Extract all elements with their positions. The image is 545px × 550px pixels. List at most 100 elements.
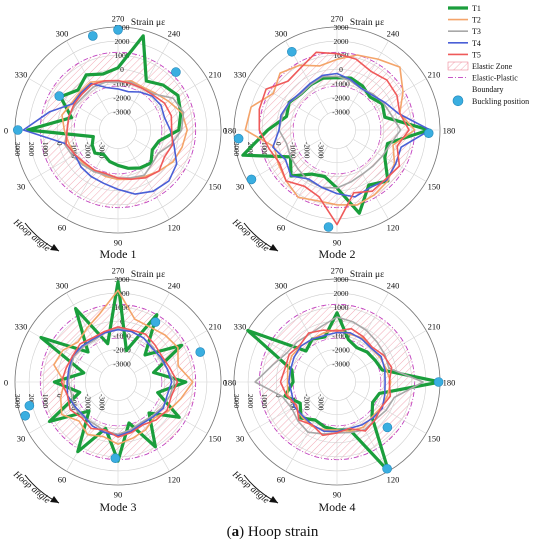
radial-tick-label-left: 3000 <box>13 394 21 409</box>
angle-tick-label: 330 <box>15 322 28 332</box>
legend-label: Buckling position <box>472 97 529 106</box>
legend-label: T3 <box>472 27 481 36</box>
hoop-angle-label: Hoop angle <box>229 217 270 254</box>
radial-tick-label: 0 <box>120 65 124 74</box>
grid-spoke <box>28 391 103 434</box>
legend-item: T3 <box>448 27 481 36</box>
buckling-marker <box>13 125 23 135</box>
legend-item: T5 <box>448 50 481 59</box>
radial-tick-label: 2000 <box>334 37 349 46</box>
radial-tick-label: -3000 <box>113 107 131 116</box>
series-t1 <box>26 34 183 170</box>
grid-spoke <box>133 330 208 373</box>
hoop-angle-label: Hoop angle <box>229 469 270 506</box>
legend-item: Boundary <box>472 85 504 94</box>
radial-tick-label-left: 1000 <box>260 394 268 409</box>
radial-tick-label: -2000 <box>332 93 350 102</box>
radial-tick-label-left: -3000 <box>97 394 105 411</box>
angle-tick-label: 60 <box>58 474 67 484</box>
angle-tick-label: 0 <box>223 378 227 388</box>
series-t3 <box>67 327 176 436</box>
angle-tick-label: 120 <box>387 222 400 232</box>
radial-tick-label-left: 1000 <box>41 142 49 157</box>
legend-item: T1 <box>448 4 481 13</box>
angle-tick-label: 270 <box>112 14 125 24</box>
series-t5 <box>279 327 393 437</box>
angle-tick-label: 120 <box>168 474 181 484</box>
legend: T1 T2 T3 T4 T5 Elastic Zone Elastic-Plastic Bou… <box>447 4 529 107</box>
grid-spoke <box>352 139 427 182</box>
radial-tick-label: -1000 <box>332 79 350 88</box>
angle-tick-label: 270 <box>112 266 125 276</box>
radial-tick-label: -3000 <box>332 359 350 368</box>
radial-axis-label: Strain με <box>350 270 384 280</box>
legend-label: T5 <box>472 50 481 59</box>
angle-tick-label: 120 <box>387 474 400 484</box>
chart-title: Mode 2 <box>319 247 356 261</box>
angle-tick-label: 0 <box>4 378 8 388</box>
hoop-angle-label: Hoop angle <box>10 469 51 506</box>
angle-tick-label: 210 <box>209 70 222 80</box>
series-t1 <box>39 280 188 463</box>
radial-tick-label: 1000 <box>115 51 130 60</box>
buckling-marker <box>195 347 206 357</box>
buckling-marker <box>382 422 393 433</box>
radial-tick-label-left: -2000 <box>83 394 91 411</box>
series-t3 <box>278 75 402 189</box>
angle-tick-label: 30 <box>17 434 26 444</box>
angle-tick-label: 240 <box>387 29 400 39</box>
grid-spoke <box>133 391 208 434</box>
grid-spoke <box>127 145 170 220</box>
hoop-angle-arrowhead <box>50 244 59 251</box>
grid-spoke <box>66 40 109 115</box>
hoop-angle-arrowhead <box>269 244 278 251</box>
series-t5 <box>65 79 174 180</box>
legend-item: Buckling position <box>452 95 529 107</box>
radial-tick-label: -1000 <box>113 79 131 88</box>
angle-tick-label: 330 <box>15 70 28 80</box>
angle-tick-label: 150 <box>209 434 222 444</box>
caption-open: ( <box>226 524 232 540</box>
buckling-marker <box>323 222 334 232</box>
grid-spoke <box>352 391 427 434</box>
angle-tick-label: 60 <box>277 474 286 484</box>
hoop-angle-label: Hoop angle <box>10 217 51 254</box>
angle-tick-label: 30 <box>236 434 245 444</box>
angle-tick-label: 90 <box>114 238 123 248</box>
radial-axis-label: Strain με <box>131 18 165 28</box>
angle-tick-label: 180 <box>224 378 237 388</box>
angle-tick-label: 210 <box>428 322 441 332</box>
grid-spoke <box>247 330 322 373</box>
legend-item: T4 <box>448 39 481 48</box>
legend-label: T1 <box>472 4 481 13</box>
buckling-marker <box>24 400 35 411</box>
legend-item: T2 <box>448 16 481 25</box>
angle-tick-label: 180 <box>443 126 456 136</box>
chart-title: Mode 4 <box>319 500 356 514</box>
caption-close: ) <box>239 524 245 540</box>
radial-tick-label: 3000 <box>334 275 349 284</box>
legend-label: Elastic Zone <box>472 62 513 71</box>
buckling-marker <box>150 317 161 327</box>
buckling-marker <box>233 133 244 144</box>
radial-tick-label-left: 3000 <box>232 394 240 409</box>
radial-tick-label-left: 2000 <box>27 394 35 409</box>
buckling-marker <box>382 463 392 474</box>
radial-tick-label-left: 3000 <box>232 142 240 157</box>
radial-tick-label: -1000 <box>332 331 350 340</box>
buckling-marker <box>54 91 65 101</box>
buckling-marker <box>171 67 181 77</box>
grid-spoke <box>133 139 208 182</box>
grid-spoke <box>66 292 109 367</box>
angle-tick-label: 150 <box>428 182 441 192</box>
grid-spoke <box>285 145 328 220</box>
angle-tick-label: 30 <box>236 182 245 192</box>
radial-tick-label: 2000 <box>115 289 130 298</box>
figure-caption: (a) Hoop strain <box>0 524 545 541</box>
series-t5 <box>60 326 179 438</box>
legend-label: T4 <box>472 39 481 48</box>
angle-tick-label: 330 <box>234 70 247 80</box>
grid-spoke <box>285 397 328 472</box>
polar-chart-mode-2: 2702402101801501209060300330300300020001… <box>223 14 456 262</box>
